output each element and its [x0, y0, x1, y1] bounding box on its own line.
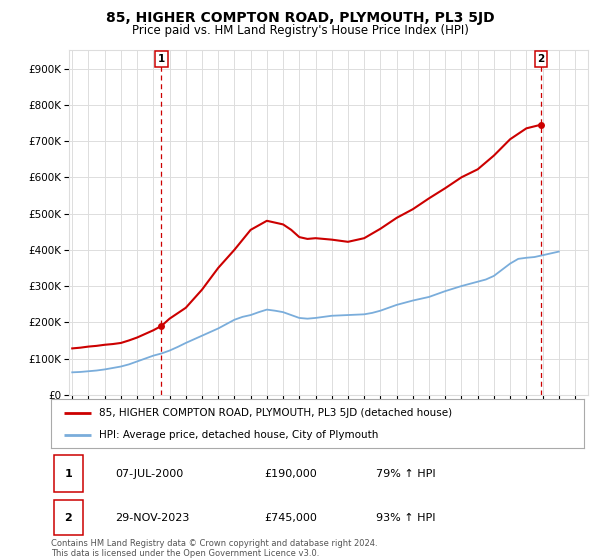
Text: 85, HIGHER COMPTON ROAD, PLYMOUTH, PL3 5JD (detached house): 85, HIGHER COMPTON ROAD, PLYMOUTH, PL3 5… — [99, 408, 452, 418]
Text: 1: 1 — [158, 54, 165, 64]
Text: Contains HM Land Registry data © Crown copyright and database right 2024.
This d: Contains HM Land Registry data © Crown c… — [51, 539, 377, 558]
Text: 1: 1 — [64, 469, 72, 479]
FancyBboxPatch shape — [53, 500, 83, 535]
Text: 85, HIGHER COMPTON ROAD, PLYMOUTH, PL3 5JD: 85, HIGHER COMPTON ROAD, PLYMOUTH, PL3 5… — [106, 11, 494, 25]
Text: 79% ↑ HPI: 79% ↑ HPI — [376, 469, 436, 479]
Text: £745,000: £745,000 — [264, 513, 317, 522]
Text: 07-JUL-2000: 07-JUL-2000 — [115, 469, 183, 479]
FancyBboxPatch shape — [53, 455, 83, 492]
Text: Price paid vs. HM Land Registry's House Price Index (HPI): Price paid vs. HM Land Registry's House … — [131, 24, 469, 36]
Text: 2: 2 — [538, 54, 545, 64]
Text: 93% ↑ HPI: 93% ↑ HPI — [376, 513, 436, 522]
Text: 29-NOV-2023: 29-NOV-2023 — [115, 513, 190, 522]
Text: £190,000: £190,000 — [264, 469, 317, 479]
Text: 2: 2 — [64, 513, 72, 522]
Text: HPI: Average price, detached house, City of Plymouth: HPI: Average price, detached house, City… — [99, 430, 379, 440]
